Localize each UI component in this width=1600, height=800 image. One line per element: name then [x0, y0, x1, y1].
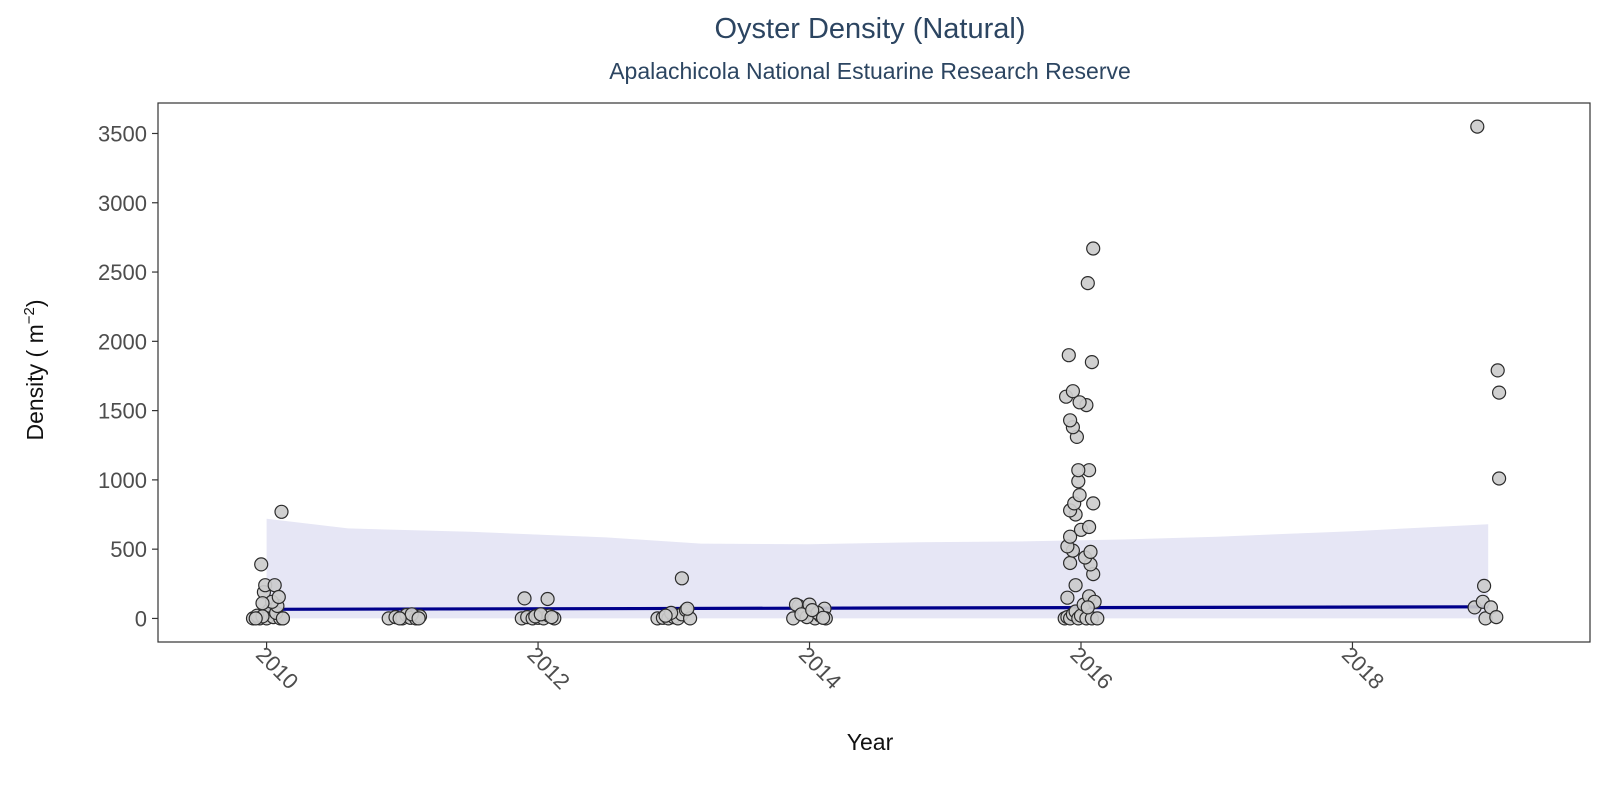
- data-point: [275, 611, 290, 626]
- plot-area: [157, 102, 1591, 643]
- y-tick-label: 500: [110, 537, 147, 562]
- data-point: [1065, 384, 1081, 399]
- data-point: [1062, 529, 1078, 544]
- data-point: [1061, 348, 1076, 363]
- data-points: [245, 119, 1507, 626]
- data-point: [1491, 385, 1507, 400]
- data-point: [1476, 578, 1492, 594]
- y-axis-label-close: ): [22, 299, 48, 307]
- data-point: [544, 609, 559, 625]
- chart-subtitle: Apalachicola National Estuarine Research…: [609, 58, 1131, 84]
- y-axis-label: Density ( m−2): [21, 299, 48, 440]
- y-axis: 0 500 1000 1500 2000 2500 3000 3500: [98, 121, 158, 631]
- data-point: [1060, 590, 1075, 605]
- data-point: [411, 611, 426, 626]
- data-point: [815, 610, 831, 625]
- data-point: [271, 589, 286, 605]
- data-point: [805, 602, 820, 618]
- y-tick-label: 2500: [98, 260, 147, 285]
- x-axis-label: Year: [847, 729, 894, 755]
- data-point: [1491, 471, 1507, 486]
- data-point: [392, 611, 407, 626]
- y-tick-label: 1000: [98, 468, 147, 493]
- y-axis-label-text: Density ( m: [22, 324, 48, 440]
- data-point: [1068, 578, 1083, 593]
- confidence-band: [266, 518, 1489, 619]
- y-tick-label: 2000: [98, 329, 147, 354]
- x-axis: 2010 2012 2014 2016 2018: [251, 642, 1389, 694]
- data-point: [1489, 609, 1504, 625]
- y-tick-label: 3500: [98, 121, 147, 146]
- data-point: [274, 504, 289, 519]
- x-tick-label: 2012: [523, 642, 575, 694]
- data-point: [1090, 611, 1105, 626]
- data-point: [1080, 276, 1095, 291]
- y-axis-label-exponent: −2: [21, 307, 38, 324]
- data-point: [1086, 241, 1101, 256]
- y-tick-label: 0: [135, 606, 147, 631]
- y-tick-label: 3000: [98, 191, 147, 216]
- plot-border: [157, 102, 1591, 643]
- data-point: [517, 591, 532, 606]
- trend-line: [266, 605, 1489, 611]
- x-tick-label: 2016: [1065, 642, 1117, 694]
- chart-title: Oyster Density (Natural): [714, 13, 1025, 45]
- confidence-band-layer: [266, 518, 1489, 619]
- x-tick-label: 2018: [1337, 642, 1389, 694]
- data-point: [1081, 519, 1097, 535]
- x-tick-label: 2010: [251, 642, 303, 694]
- data-point: [1080, 600, 1095, 615]
- data-point: [1062, 413, 1078, 428]
- data-point: [658, 608, 673, 623]
- data-point: [1086, 496, 1101, 511]
- data-point: [540, 591, 555, 607]
- data-point: [1072, 488, 1087, 503]
- y-tick-label: 1500: [98, 399, 147, 424]
- data-point: [248, 611, 263, 626]
- data-point: [267, 578, 282, 593]
- data-point: [1062, 555, 1078, 571]
- x-tick-label: 2014: [794, 642, 846, 694]
- data-point: [680, 601, 695, 616]
- data-point: [674, 571, 690, 586]
- data-point: [1083, 544, 1098, 560]
- data-point: [1470, 119, 1485, 134]
- trend-line-layer: [266, 605, 1489, 611]
- data-point: [254, 557, 269, 572]
- data-point: [1084, 355, 1100, 370]
- data-point: [1071, 463, 1086, 478]
- data-point: [255, 596, 270, 611]
- data-point: [1490, 363, 1505, 378]
- data-point: [1072, 395, 1087, 410]
